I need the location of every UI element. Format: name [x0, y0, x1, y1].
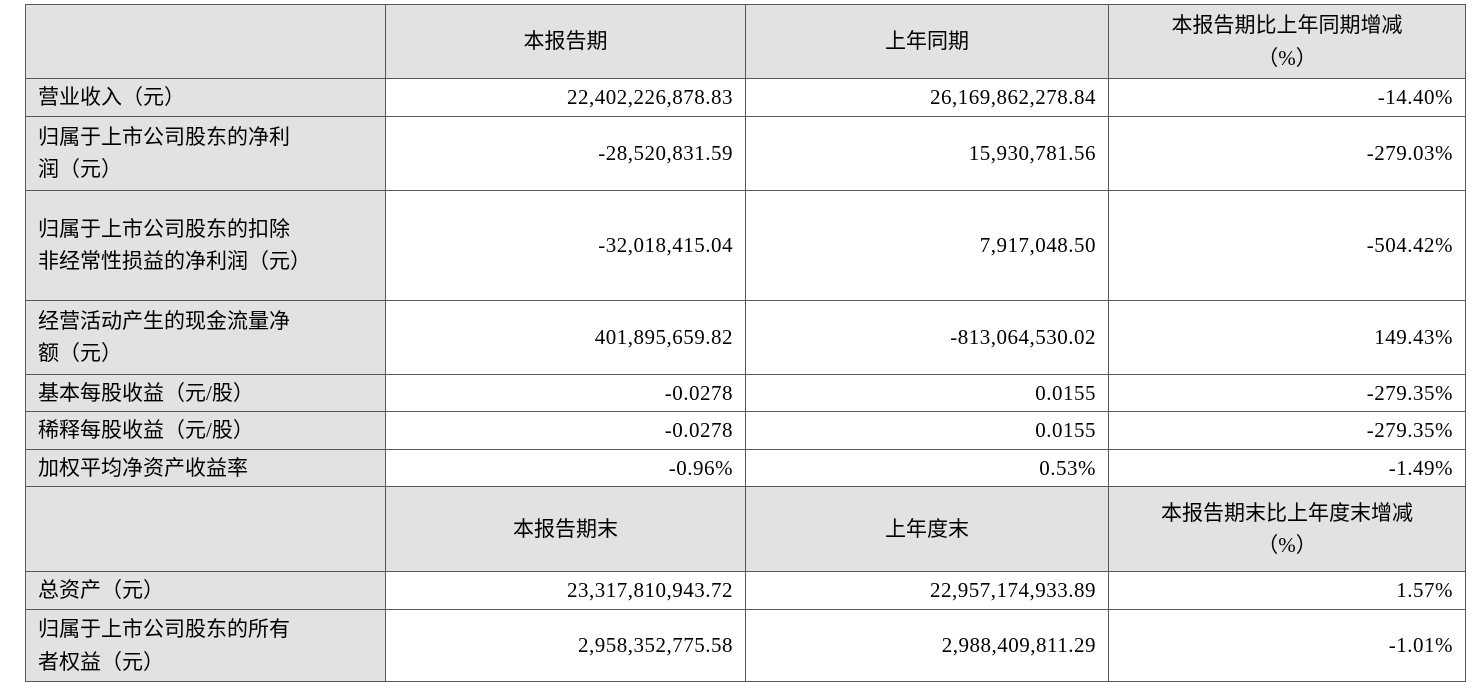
cell-change: -14.40% [1108, 78, 1466, 117]
cell-current: -0.96% [385, 448, 746, 488]
balance-header-prior: 上年度末 [745, 486, 1109, 573]
table-row-weighted-avg-roe: 加权平均净资产收益率 -0.96% 0.53% -1.49% [25, 448, 1466, 488]
cell-change: -279.35% [1108, 373, 1466, 413]
cell-current: 22,402,226,878.83 [385, 78, 746, 117]
row-label: 基本每股收益（元/股） [25, 373, 386, 413]
table-row-shareholders-equity: 归属于上市公司股东的所有者权益（元） 2,958,352,775.58 2,98… [25, 609, 1466, 682]
cell-change: -1.01% [1108, 609, 1466, 682]
period-header-row: 本报告期 上年同期 本报告期比上年同期增减 （%） [25, 4, 1466, 79]
cell-change: -504.42% [1108, 189, 1466, 301]
row-label: 营业收入（元） [25, 78, 386, 117]
period-header-change: 本报告期比上年同期增减 （%） [1108, 4, 1466, 79]
cell-prior: 15,930,781.56 [745, 115, 1109, 191]
row-label: 总资产（元） [25, 571, 386, 611]
period-header-change-line2: （%） [1257, 45, 1317, 70]
cell-current: -32,018,415.04 [385, 189, 746, 301]
financial-summary-table: 本报告期 上年同期 本报告期比上年同期增减 （%） 营业收入（元） 22,402… [25, 4, 1466, 682]
table-row-net-profit-excl-nonrecurring: 归属于上市公司股东的扣除非经常性损益的净利润（元） -32,018,415.04… [25, 189, 1466, 301]
cell-current: 2,958,352,775.58 [385, 609, 746, 682]
cell-prior: 0.0155 [745, 373, 1109, 413]
row-label: 加权平均净资产收益率 [25, 448, 386, 488]
balance-header-row: 本报告期末 上年度末 本报告期末比上年度末增减 （%） [25, 486, 1466, 573]
cell-prior: 2,988,409,811.29 [745, 609, 1109, 682]
table-row-total-assets: 总资产（元） 23,317,810,943.72 22,957,174,933.… [25, 571, 1466, 611]
table-row-diluted-eps: 稀释每股收益（元/股） -0.0278 0.0155 -279.35% [25, 411, 1466, 450]
row-label: 归属于上市公司股东的扣除非经常性损益的净利润（元） [25, 189, 386, 301]
cell-prior: 26,169,862,278.84 [745, 78, 1109, 117]
cell-change: -279.03% [1108, 115, 1466, 191]
balance-header-current: 本报告期末 [385, 486, 746, 573]
period-header-change-line1: 本报告期比上年同期增减 [1171, 12, 1403, 37]
table-row-net-profit: 归属于上市公司股东的净利润（元） -28,520,831.59 15,930,7… [25, 115, 1466, 191]
cell-current: -28,520,831.59 [385, 115, 746, 191]
period-header-empty [25, 4, 386, 79]
cell-prior: -813,064,530.02 [745, 299, 1109, 375]
table-row-revenue: 营业收入（元） 22,402,226,878.83 26,169,862,278… [25, 78, 1466, 117]
period-header-current: 本报告期 [385, 4, 746, 79]
cell-current: -0.0278 [385, 411, 746, 450]
cell-change: 149.43% [1108, 299, 1466, 375]
balance-header-empty [25, 486, 386, 573]
cell-current: 401,895,659.82 [385, 299, 746, 375]
cell-change: 1.57% [1108, 571, 1466, 611]
cell-current: -0.0278 [385, 373, 746, 413]
cell-prior: 22,957,174,933.89 [745, 571, 1109, 611]
cell-prior: 0.53% [745, 448, 1109, 488]
balance-header-change: 本报告期末比上年度末增减 （%） [1108, 486, 1466, 573]
row-label: 稀释每股收益（元/股） [25, 411, 386, 450]
row-label: 经营活动产生的现金流量净额（元） [25, 299, 386, 375]
balance-header-change-line1: 本报告期末比上年度末增减 [1161, 500, 1413, 525]
row-label: 归属于上市公司股东的净利润（元） [25, 115, 386, 191]
cell-current: 23,317,810,943.72 [385, 571, 746, 611]
cell-prior: 0.0155 [745, 411, 1109, 450]
table-row-operating-cash-flow: 经营活动产生的现金流量净额（元） 401,895,659.82 -813,064… [25, 299, 1466, 375]
table-row-basic-eps: 基本每股收益（元/股） -0.0278 0.0155 -279.35% [25, 373, 1466, 413]
period-header-prior: 上年同期 [745, 4, 1109, 79]
cell-change: -279.35% [1108, 411, 1466, 450]
balance-header-change-line2: （%） [1257, 533, 1317, 558]
cell-prior: 7,917,048.50 [745, 189, 1109, 301]
row-label: 归属于上市公司股东的所有者权益（元） [25, 609, 386, 682]
cell-change: -1.49% [1108, 448, 1466, 488]
